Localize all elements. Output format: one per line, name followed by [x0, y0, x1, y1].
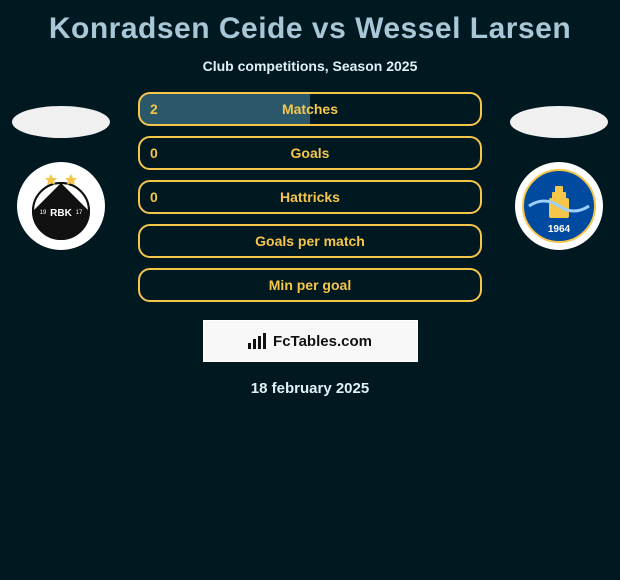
chart-icon	[248, 333, 268, 349]
left-side: RBK 19 17	[6, 92, 116, 250]
svg-text:19: 19	[40, 210, 47, 216]
stat-left-value: 0	[150, 145, 158, 161]
brondby-badge: 1964	[515, 162, 603, 250]
stat-row-min-per-goal: Min per goal	[138, 268, 482, 302]
rosenborg-logo-icon: RBK 19 17	[21, 166, 101, 246]
stats-column: 2 Matches 0 Goals 0 Hattricks Goals per match M…	[116, 92, 504, 302]
svg-text:RBK: RBK	[50, 208, 72, 219]
stat-row-goals: 0 Goals	[138, 136, 482, 170]
subtitle: Club competitions, Season 2025	[0, 50, 620, 92]
stat-row-goals-per-match: Goals per match	[138, 224, 482, 258]
stat-label: Matches	[282, 101, 338, 117]
page-title: Konradsen Ceide vs Wessel Larsen	[0, 0, 620, 50]
brondby-logo-icon: 1964	[519, 166, 599, 246]
main-row: RBK 19 17 2 Matches 0 Goals 0 Hattricks Goals …	[0, 92, 620, 302]
stat-row-matches: 2 Matches	[138, 92, 482, 126]
stat-label: Hattricks	[280, 189, 340, 205]
stat-row-hattricks: 0 Hattricks	[138, 180, 482, 214]
svg-text:1964: 1964	[548, 224, 571, 235]
right-side: 1964	[504, 92, 614, 250]
svg-text:17: 17	[76, 210, 83, 216]
stat-label: Min per goal	[269, 277, 351, 293]
stat-left-value: 0	[150, 189, 158, 205]
stat-label: Goals per match	[255, 233, 365, 249]
date-label: 18 february 2025	[0, 362, 620, 415]
attribution-box[interactable]: FcTables.com	[203, 320, 418, 362]
stat-left-value: 2	[150, 101, 158, 117]
player-right-avatar	[510, 106, 608, 138]
rosenborg-badge: RBK 19 17	[17, 162, 105, 250]
player-left-avatar	[12, 106, 110, 138]
comparison-widget: Konradsen Ceide vs Wessel Larsen Club co…	[0, 0, 620, 415]
stat-label: Goals	[291, 145, 330, 161]
attribution-text: FcTables.com	[273, 333, 372, 350]
